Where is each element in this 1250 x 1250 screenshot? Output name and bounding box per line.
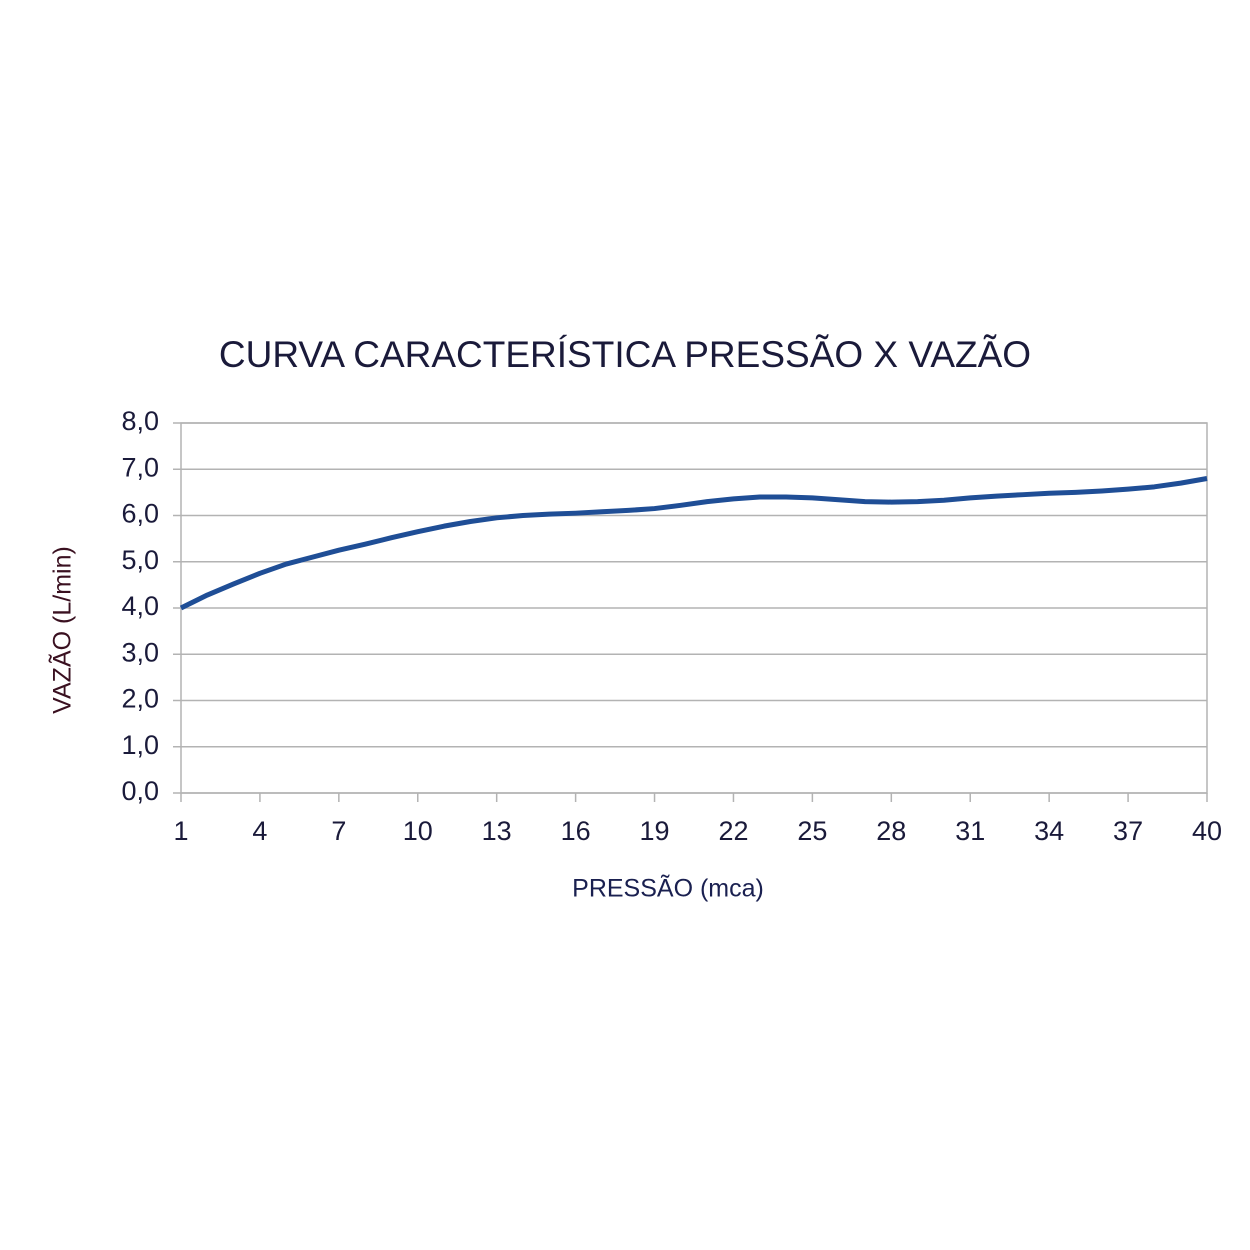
y-tick-label: 1,0	[121, 730, 159, 760]
x-axis-label: PRESSÃO (mca)	[572, 874, 764, 903]
y-tick-label: 0,0	[121, 776, 159, 806]
x-tick-label: 40	[1192, 816, 1222, 846]
x-tick-label: 34	[1034, 816, 1064, 846]
x-tick-label: 25	[797, 816, 827, 846]
y-tick-label: 8,0	[121, 406, 159, 436]
y-tick-label: 3,0	[121, 637, 159, 667]
y-tick-label: 2,0	[121, 684, 159, 714]
x-tick-label: 22	[718, 816, 748, 846]
x-tick-label: 1	[173, 816, 188, 846]
x-tick-label: 4	[252, 816, 267, 846]
x-tick-label: 13	[482, 816, 512, 846]
chart-title: CURVA CARACTERÍSTICA PRESSÃO X VAZÃO	[219, 334, 1031, 375]
x-tick-label: 31	[955, 816, 985, 846]
x-tick-label: 28	[876, 816, 906, 846]
y-tick-label: 4,0	[121, 591, 159, 621]
x-tick-label: 10	[403, 816, 433, 846]
y-tick-label: 5,0	[121, 545, 159, 575]
x-tick-label: 7	[331, 816, 346, 846]
x-tick-label: 16	[561, 816, 591, 846]
y-tick-label: 7,0	[121, 452, 159, 482]
y-axis-label: VAZÃO (L/min)	[48, 546, 77, 714]
x-tick-label: 37	[1113, 816, 1143, 846]
data-line	[179, 476, 1208, 611]
y-tick-label: 6,0	[121, 499, 159, 529]
x-tick-label: 19	[640, 816, 670, 846]
